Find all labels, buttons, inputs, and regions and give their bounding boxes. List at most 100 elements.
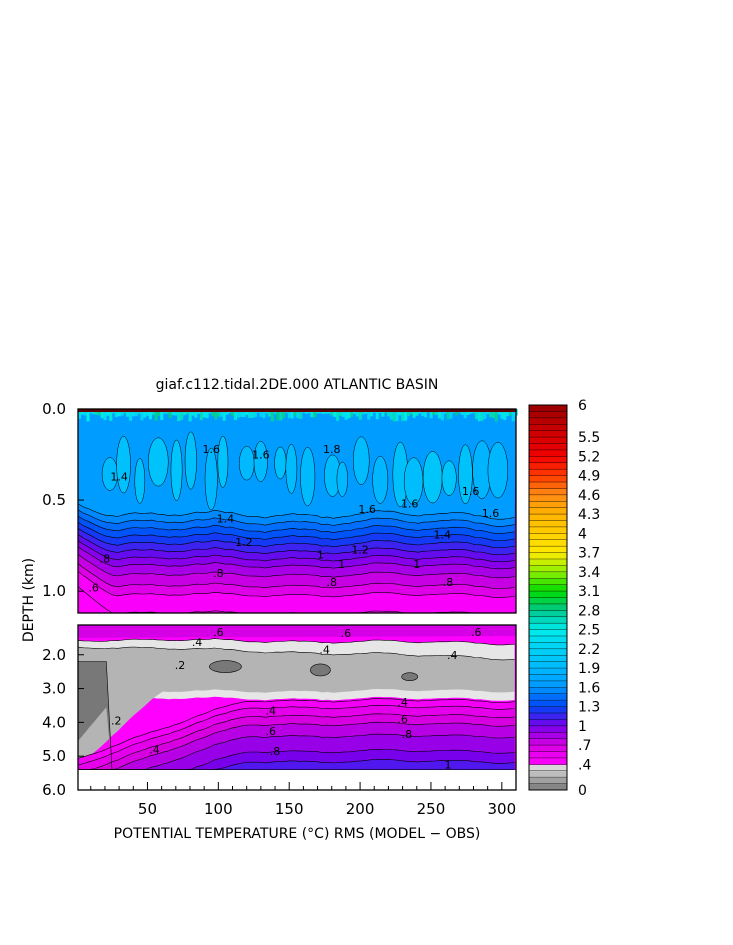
- colorbar-tick-label: 1.9: [578, 661, 600, 677]
- contour-line: [77, 509, 515, 527]
- lower-panel: [77, 624, 517, 791]
- surface-cell: [222, 409, 226, 421]
- colorbar-tick-label: .4: [578, 757, 591, 773]
- surface-cell: [146, 409, 150, 416]
- contour-line: [78, 721, 515, 770]
- surface-cell: [299, 409, 303, 419]
- colorbar-band: [529, 738, 567, 746]
- y-tick-label: 3.0: [42, 680, 66, 698]
- surface-cell: [191, 409, 195, 416]
- colorbar-tick-label: 4: [578, 526, 587, 542]
- colorbar-tick-label: .7: [578, 738, 591, 754]
- contour-label: .8: [326, 576, 337, 589]
- colorbar-band: [529, 591, 567, 598]
- contour-label: .6: [213, 626, 224, 639]
- colorbar-band: [529, 725, 567, 733]
- surface-cell: [117, 409, 121, 417]
- colorbar-band: [529, 424, 567, 432]
- y-tick-label: 5.0: [42, 747, 66, 765]
- colorbar-band: [529, 706, 567, 714]
- surface-cell: [205, 409, 209, 419]
- surface-cell: [143, 409, 147, 418]
- contour-line: [78, 713, 515, 770]
- contour-line: [77, 546, 515, 570]
- surface-cell: [253, 409, 257, 418]
- surface-cell: [344, 409, 348, 420]
- contour-label: 1: [444, 759, 451, 772]
- surface-cell: [367, 409, 371, 420]
- colorbar-band: [529, 603, 567, 611]
- lower-panel-contour-fill: [78, 625, 516, 770]
- surface-cell: [126, 409, 130, 417]
- surface-cell: [330, 409, 334, 416]
- surface-cell: [211, 409, 215, 417]
- surface-cell: [489, 409, 493, 418]
- surface-cell: [375, 409, 379, 420]
- surface-cell: [491, 409, 496, 418]
- colorbar-band: [529, 565, 567, 573]
- contour-label: 1.4: [217, 512, 235, 525]
- contour-blob: [116, 436, 131, 494]
- colorbar-band: [529, 552, 567, 560]
- x-tick-label: 150: [275, 800, 304, 818]
- contour-blob: [184, 431, 197, 490]
- surface-cell: [279, 409, 283, 421]
- contour-label: .4: [149, 743, 160, 756]
- colorbar-band: [529, 636, 567, 643]
- contour-label: 1: [317, 549, 324, 562]
- upper-panel-frame: [77, 408, 517, 614]
- contour-label: .8: [443, 576, 454, 589]
- surface-cell: [262, 409, 266, 419]
- surface-cell: [233, 409, 238, 421]
- surface-cell: [216, 409, 221, 417]
- contour-label: 1.2: [351, 543, 369, 556]
- contour-band: [78, 625, 516, 638]
- surface-cell: [194, 409, 198, 418]
- surface-cell: [494, 409, 498, 422]
- surface-cell: [415, 409, 419, 416]
- contour-label: .4: [447, 649, 458, 662]
- surface-cell: [506, 409, 510, 417]
- colorbar-band: [529, 764, 567, 772]
- contour-line: [77, 638, 515, 646]
- surface-cell: [296, 409, 300, 419]
- contour-blob: [285, 443, 298, 494]
- surface-cell: [423, 409, 427, 418]
- surface-cell: [480, 409, 484, 421]
- contour-blob: [209, 660, 242, 673]
- surface-cell: [347, 409, 351, 419]
- upper-panel-contour-lines: [77, 409, 518, 614]
- colorbar-band: [529, 475, 567, 483]
- surface-cell: [177, 409, 181, 422]
- colorbar-band: [529, 597, 567, 605]
- lower-panel-contour-lines: [77, 638, 515, 770]
- surface-cell: [483, 409, 487, 420]
- surface-cell: [83, 409, 87, 416]
- x-tick-label: 50: [138, 800, 157, 818]
- contour-label: .6: [471, 626, 482, 639]
- y-tick-label: 6.0: [42, 781, 66, 799]
- bottom-topography: [78, 770, 516, 790]
- colorbar-band: [529, 411, 567, 419]
- surface-cell: [290, 409, 294, 419]
- contour-blob: [274, 446, 287, 480]
- surface-cell: [350, 409, 354, 417]
- colorbar-band: [529, 559, 567, 566]
- contour-label: .6: [397, 713, 408, 726]
- contour-line: [77, 521, 515, 541]
- colorbar-band: [529, 700, 567, 708]
- contour-blob: [148, 437, 169, 487]
- colorbar-band: [529, 462, 567, 470]
- surface-cell: [106, 409, 110, 416]
- colorbar-bands: [529, 405, 567, 791]
- surface-cell: [129, 409, 133, 421]
- contour-blob: [441, 460, 457, 496]
- surface-cell: [392, 409, 396, 422]
- contour-line: [78, 759, 515, 770]
- contour-label: 1.8: [323, 443, 341, 456]
- colorbar-tick-label: 2.2: [578, 642, 600, 658]
- contour-blob: [134, 458, 146, 504]
- surface-cell: [381, 409, 385, 417]
- surface-cell: [438, 409, 442, 419]
- colorbar-band: [529, 533, 567, 541]
